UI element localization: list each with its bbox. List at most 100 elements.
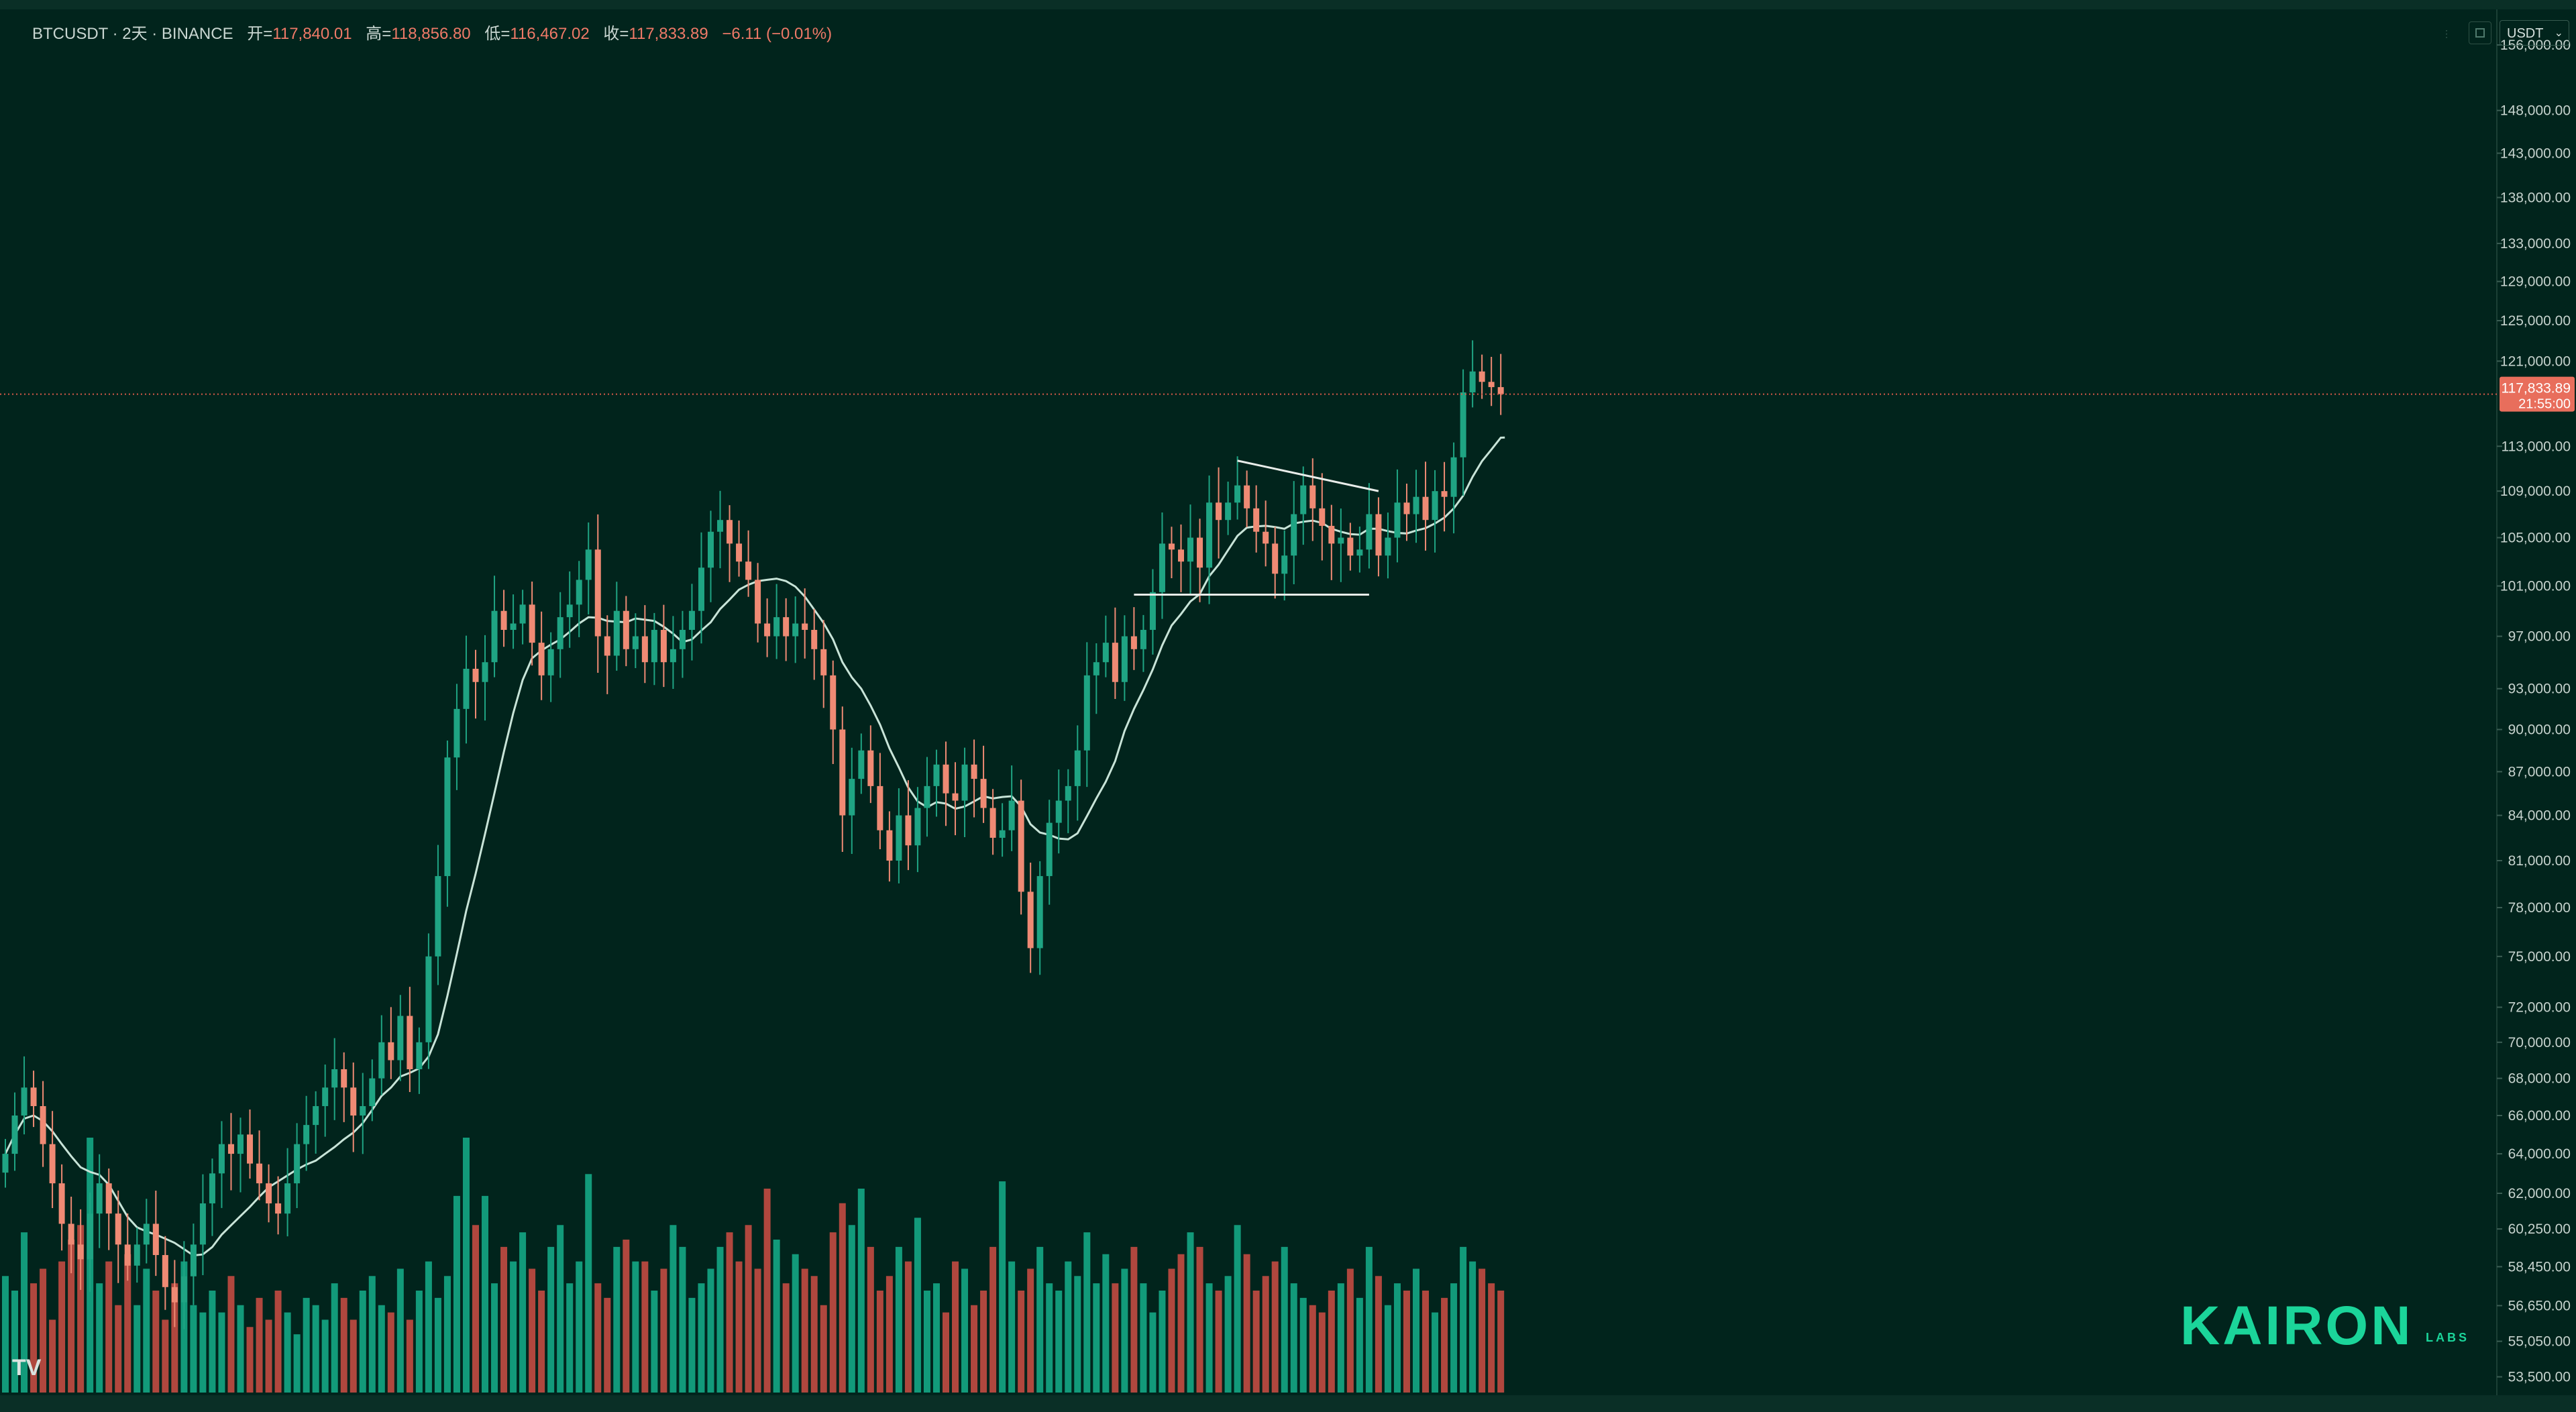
candle-body	[1300, 485, 1307, 514]
tradingview-logo[interactable]: TV	[12, 1355, 42, 1380]
candle-body	[802, 623, 808, 631]
candlesticks	[2, 340, 1504, 1329]
candle-body	[708, 531, 714, 568]
candle-body	[1206, 502, 1213, 568]
candle-body	[557, 617, 564, 649]
axis-tick-label: 113,000.00	[2501, 439, 2571, 454]
candle-body	[858, 750, 865, 779]
candle-body	[425, 956, 432, 1042]
candle-body	[971, 764, 977, 779]
volume-bar	[115, 1305, 122, 1393]
candle-body	[491, 610, 498, 663]
candle-body	[180, 1276, 187, 1303]
volume-bar	[1299, 1297, 1307, 1393]
candle-body	[736, 543, 743, 562]
volume-bar	[303, 1297, 310, 1393]
candle-body	[1488, 382, 1495, 388]
countdown-label: 21:55:00	[2518, 397, 2571, 412]
volume-bar	[980, 1291, 987, 1393]
volume-bar	[557, 1225, 564, 1393]
volume-bar	[839, 1203, 846, 1393]
volume-bar	[58, 1261, 66, 1393]
candle-body	[1197, 537, 1203, 568]
candle-body	[237, 1134, 244, 1154]
volume-bar	[49, 1319, 56, 1393]
candle-body	[162, 1255, 168, 1287]
candle-body	[1319, 508, 1326, 526]
candle-body	[745, 561, 752, 580]
volume-bar	[105, 1261, 113, 1393]
volume-bar	[914, 1217, 921, 1393]
axis-tick-label: 70,000.00	[2508, 1035, 2571, 1050]
candle-body	[924, 785, 930, 808]
price-axis[interactable]: 156,000.00148,000.00143,000.00138,000.00…	[2497, 38, 2575, 1385]
volume-bar	[1375, 1276, 1382, 1393]
volume-bar	[1365, 1246, 1373, 1393]
current-price-label: 117,833.89	[2501, 381, 2571, 396]
candle-body	[886, 830, 893, 861]
candle-body	[1366, 514, 1373, 550]
axis-tick-label: 56,650.00	[2508, 1298, 2571, 1313]
candle-body	[1036, 876, 1043, 948]
volume-bar	[698, 1283, 705, 1393]
candle-body	[1008, 800, 1015, 830]
candle-body	[566, 604, 573, 618]
volume-bar	[1432, 1312, 1439, 1393]
settings-square-button[interactable]	[2469, 21, 2491, 44]
volume-bar	[1234, 1225, 1241, 1393]
volume-bar	[1262, 1276, 1269, 1393]
candle-body	[773, 617, 780, 637]
candle-body	[943, 764, 949, 794]
candle-body	[980, 779, 987, 808]
volume-bar	[1027, 1268, 1034, 1393]
volume-bar	[885, 1276, 893, 1393]
volume-bar	[1413, 1268, 1419, 1393]
volume-bar	[425, 1261, 432, 1393]
candle-body	[331, 1069, 338, 1088]
candle-body	[688, 610, 695, 631]
volume-bar	[152, 1291, 160, 1393]
candle-body	[999, 830, 1006, 838]
axis-tick-label: 87,000.00	[2508, 764, 2571, 779]
dots-icon[interactable]: ⋮	[2442, 28, 2451, 39]
candle-body	[444, 757, 451, 877]
volume-bar	[1450, 1283, 1458, 1393]
axis-tick-label: 129,000.00	[2500, 274, 2571, 290]
candle-body	[77, 1244, 84, 1260]
candle-body	[792, 623, 799, 637]
volume-bar	[321, 1319, 329, 1393]
labs-logo: LABS	[2426, 1331, 2469, 1344]
volume-bar	[651, 1291, 658, 1393]
candle-body	[877, 785, 883, 830]
volume-bar	[11, 1291, 19, 1393]
axis-tick-label: 125,000.00	[2500, 313, 2571, 329]
currency-selector[interactable]: USDT ⌄	[2500, 20, 2569, 46]
volume-bar	[190, 1305, 197, 1393]
volume-bar	[529, 1268, 536, 1393]
candle-body	[830, 675, 837, 730]
volume-bar	[1018, 1291, 1025, 1393]
kairon-logo: KAIRON	[2180, 1295, 2414, 1356]
volume-bar	[1328, 1291, 1335, 1393]
volume-bar	[77, 1225, 85, 1393]
candle-body	[2, 1154, 9, 1173]
candle-body	[416, 1042, 423, 1070]
volume-bar	[237, 1305, 244, 1393]
candle-body	[199, 1203, 206, 1245]
volume-bar	[1224, 1276, 1232, 1393]
axis-tick-label: 62,000.00	[2508, 1186, 2571, 1201]
candle-body	[1272, 543, 1279, 574]
candle-body	[1497, 387, 1504, 394]
volume-bar	[491, 1283, 498, 1393]
volume-bar	[1318, 1312, 1326, 1393]
resistance-trendline	[1237, 459, 1379, 492]
volume-bar	[848, 1225, 855, 1393]
candle-body	[322, 1087, 329, 1106]
volume-bar	[1422, 1291, 1430, 1393]
candle-body	[58, 1183, 65, 1224]
axis-tick-label: 84,000.00	[2508, 808, 2571, 824]
axis-tick-label: 72,000.00	[2508, 1000, 2571, 1016]
volume-bar	[1403, 1291, 1410, 1393]
volume-bar	[1290, 1283, 1297, 1393]
